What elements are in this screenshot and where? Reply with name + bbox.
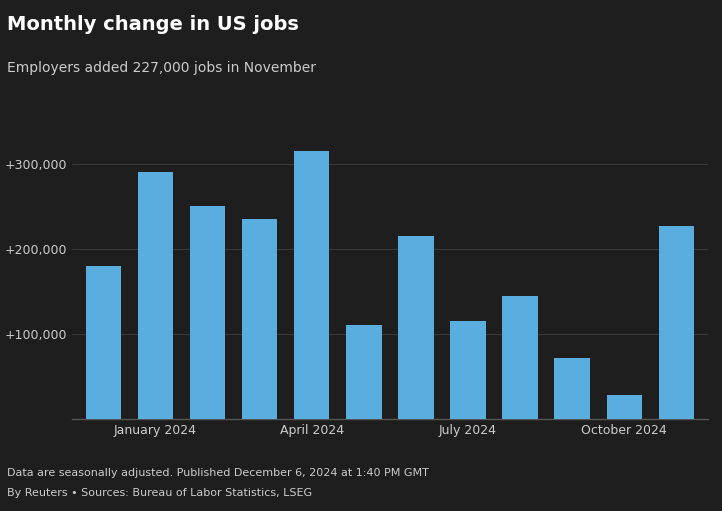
Bar (294, 151, 329, 419)
Bar (346, 326, 381, 419)
Text: Monthly change in US jobs: Monthly change in US jobs (7, 15, 299, 34)
Bar (554, 358, 590, 419)
Bar (242, 219, 277, 419)
Bar (658, 226, 694, 419)
Bar (190, 206, 225, 419)
Bar (138, 172, 173, 419)
Text: Data are seasonally adjusted. Published December 6, 2024 at 1:40 PM GMT: Data are seasonally adjusted. Published … (7, 468, 429, 478)
Bar (399, 236, 434, 419)
Bar (451, 321, 486, 419)
Text: By Reuters • Sources: Bureau of Labor Statistics, LSEG: By Reuters • Sources: Bureau of Labor St… (7, 488, 313, 498)
Bar (503, 295, 538, 419)
Text: Employers added 227,000 jobs in November: Employers added 227,000 jobs in November (7, 61, 316, 75)
Bar (86, 266, 121, 419)
Bar (606, 395, 642, 419)
